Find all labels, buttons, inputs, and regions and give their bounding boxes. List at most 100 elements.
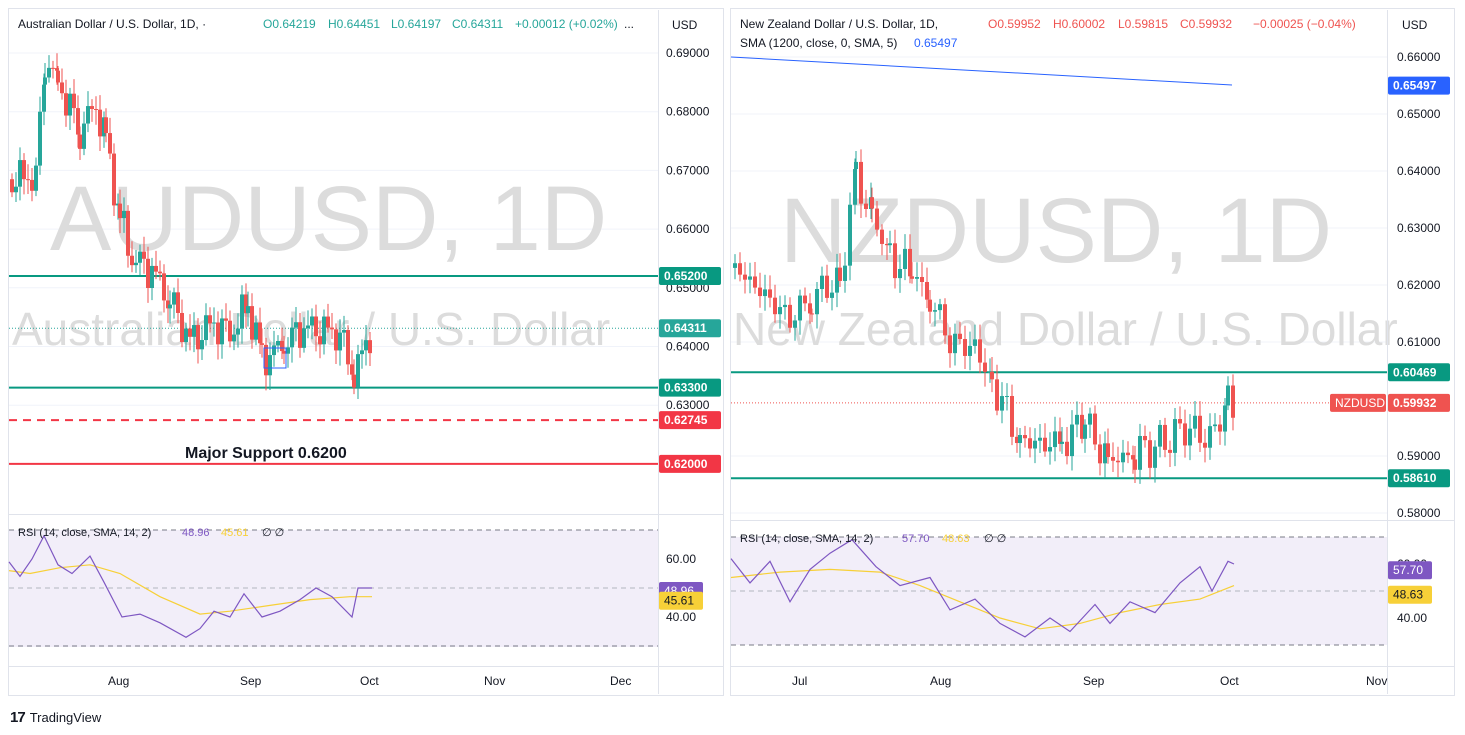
candle-body[interactable]: [94, 109, 98, 111]
candle-body[interactable]: [1083, 424, 1087, 439]
candle-body[interactable]: [310, 316, 314, 326]
candle-body[interactable]: [1143, 435, 1147, 441]
candle-body[interactable]: [26, 179, 30, 181]
footer-brand[interactable]: TradingView: [29, 709, 102, 725]
candle-body[interactable]: [60, 82, 64, 94]
candle-body[interactable]: [983, 362, 987, 372]
candle-body[interactable]: [322, 316, 326, 345]
candle-body[interactable]: [200, 340, 204, 350]
candle-body[interactable]: [1111, 457, 1115, 461]
candle-body[interactable]: [1075, 414, 1079, 425]
left-currency-button[interactable]: USD: [672, 18, 698, 32]
left-symbol-title[interactable]: Australian Dollar / U.S. Dollar, 1D, ·: [18, 17, 206, 31]
candle-body[interactable]: [875, 208, 879, 230]
right-horizontal-levels[interactable]: [731, 371, 1387, 480]
candle-body[interactable]: [753, 276, 757, 288]
candle-body[interactable]: [933, 310, 937, 312]
candle-body[interactable]: [870, 197, 874, 209]
candle-body[interactable]: [318, 336, 322, 345]
candle-body[interactable]: [1103, 443, 1107, 464]
major-support-annotation[interactable]: Major Support 0.6200: [185, 445, 347, 462]
tv-logo-icon[interactable]: 17: [10, 708, 26, 726]
candle-body[interactable]: [254, 322, 258, 340]
candle-body[interactable]: [768, 289, 772, 298]
candle-body[interactable]: [928, 299, 932, 312]
candle-body[interactable]: [1043, 437, 1047, 452]
time-tick-label[interactable]: Jul: [792, 674, 807, 688]
candle-body[interactable]: [306, 325, 310, 329]
candle-body[interactable]: [990, 371, 994, 380]
candle-body[interactable]: [330, 327, 334, 330]
candle-body[interactable]: [1178, 419, 1182, 424]
candle-body[interactable]: [1231, 385, 1235, 418]
candle-body[interactable]: [1028, 438, 1032, 449]
candle-body[interactable]: [1106, 443, 1110, 458]
candle-body[interactable]: [82, 123, 86, 149]
candle-body[interactable]: [1121, 452, 1125, 463]
candle-body[interactable]: [820, 275, 824, 290]
candle-body[interactable]: [910, 276, 914, 279]
candle-body[interactable]: [216, 322, 220, 345]
candle-body[interactable]: [1070, 424, 1074, 457]
candle-body[interactable]: [808, 303, 812, 314]
candle-body[interactable]: [758, 287, 762, 297]
candle-body[interactable]: [810, 313, 814, 315]
left-selection-box[interactable]: [263, 347, 287, 369]
candle-body[interactable]: [350, 364, 354, 375]
candle-body[interactable]: [64, 93, 68, 116]
candle-body[interactable]: [18, 160, 22, 187]
candle-body[interactable]: [1060, 441, 1064, 444]
candle-body[interactable]: [14, 186, 18, 193]
time-tick-label[interactable]: Aug: [930, 674, 951, 688]
candle-body[interactable]: [10, 179, 14, 193]
candle-body[interactable]: [268, 355, 272, 376]
candle-body[interactable]: [360, 350, 364, 355]
candle-body[interactable]: [236, 328, 240, 335]
candle-body[interactable]: [1058, 431, 1062, 444]
candle-body[interactable]: [168, 304, 172, 309]
candle-body[interactable]: [920, 277, 924, 283]
candle-body[interactable]: [1116, 460, 1120, 463]
time-tick-label[interactable]: Nov: [484, 674, 505, 688]
candle-body[interactable]: [748, 276, 752, 280]
candle-body[interactable]: [885, 243, 889, 246]
candle-body[interactable]: [34, 165, 38, 191]
candle-body[interactable]: [192, 325, 196, 337]
right-sma-line[interactable]: [730, 56, 1233, 86]
time-tick-label[interactable]: Aug: [108, 674, 129, 688]
candle-body[interactable]: [264, 344, 268, 376]
candle-body[interactable]: [258, 322, 262, 344]
candle-body[interactable]: [1023, 435, 1027, 439]
candle-body[interactable]: [1126, 452, 1130, 456]
candle-body[interactable]: [166, 300, 170, 309]
candle-body[interactable]: [815, 289, 819, 315]
candle-body[interactable]: [90, 106, 94, 110]
right-rsi-legend[interactable]: RSI (14, close, SMA, 14, 2): [740, 533, 873, 545]
candle-body[interactable]: [938, 304, 942, 311]
candle-body[interactable]: [180, 312, 184, 343]
candle-body[interactable]: [1000, 396, 1004, 411]
candle-body[interactable]: [338, 332, 342, 351]
candle-body[interactable]: [880, 229, 884, 244]
candle-body[interactable]: [1158, 424, 1162, 447]
left-time-axis[interactable]: Aug Sep Oct Nov Dec: [108, 674, 631, 688]
candle-body[interactable]: [1053, 431, 1057, 448]
candle-body[interactable]: [1226, 385, 1230, 406]
candle-body[interactable]: [1005, 396, 1009, 398]
candle-body[interactable]: [1183, 423, 1187, 446]
candle-body[interactable]: [925, 282, 929, 300]
candle-body[interactable]: [228, 320, 232, 342]
right-price-axis[interactable]: 0.66000 0.65000 0.64000 0.63000 0.62000 0.610…: [1397, 50, 1441, 520]
candle-body[interactable]: [298, 322, 302, 348]
candle-body[interactable]: [943, 304, 947, 336]
candle-body[interactable]: [888, 243, 892, 246]
candle-body[interactable]: [208, 315, 212, 324]
candle-body[interactable]: [738, 263, 742, 275]
candle-body[interactable]: [42, 84, 46, 112]
candle-body[interactable]: [130, 255, 134, 266]
candle-body[interactable]: [326, 316, 330, 328]
candle-body[interactable]: [1168, 449, 1172, 453]
time-tick-label[interactable]: Sep: [1083, 674, 1105, 688]
candle-body[interactable]: [1018, 435, 1022, 444]
candle-body[interactable]: [1208, 426, 1212, 448]
